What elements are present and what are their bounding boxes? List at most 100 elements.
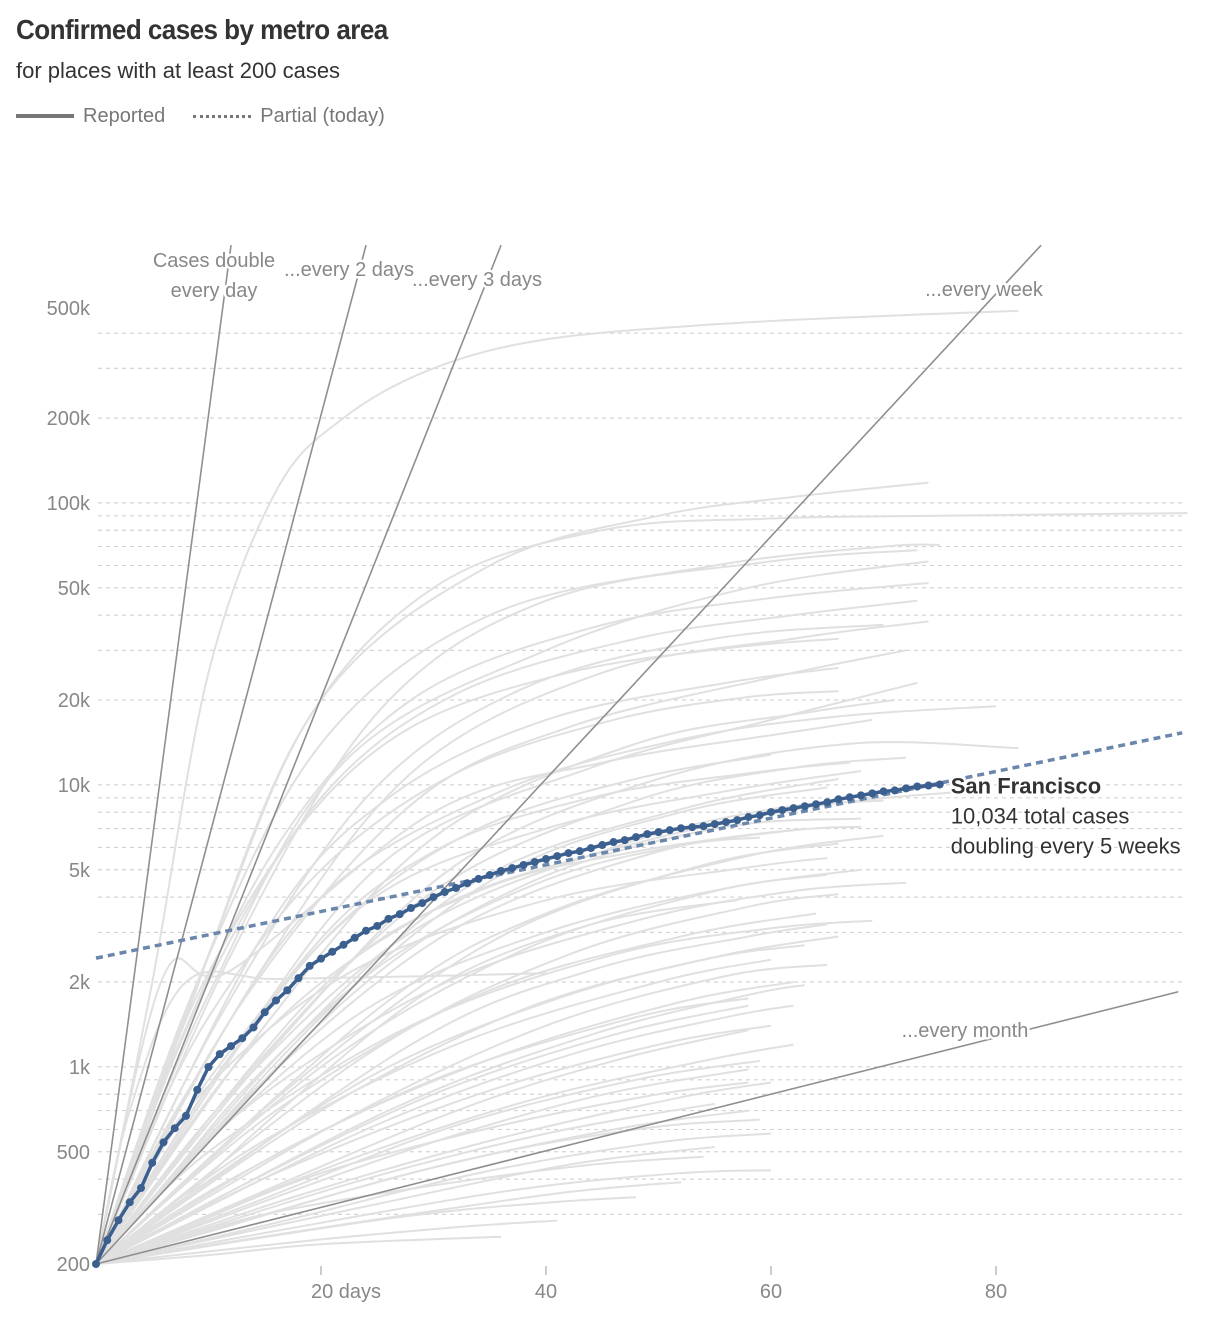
san-francisco-point xyxy=(530,857,539,866)
metro-line xyxy=(95,666,839,1265)
san-francisco-point xyxy=(418,899,427,908)
san-francisco-point xyxy=(609,838,618,847)
san-francisco-point xyxy=(137,1183,145,1192)
san-francisco-point xyxy=(868,789,877,798)
san-francisco-point xyxy=(519,860,528,869)
metro-line xyxy=(95,825,862,1265)
reference-label-every-day: every day xyxy=(171,280,258,302)
y-tick-label: 10k xyxy=(58,775,91,797)
y-tick-label: 500 xyxy=(57,1142,90,1164)
metro-line xyxy=(95,899,738,1265)
chart-title: Confirmed cases by metro area xyxy=(16,14,388,45)
san-francisco-point xyxy=(305,961,314,970)
san-francisco-point xyxy=(710,820,719,829)
san-francisco-point xyxy=(744,813,753,822)
san-francisco-point xyxy=(800,802,809,811)
san-francisco-point xyxy=(204,1063,213,1072)
san-francisco-point xyxy=(857,791,865,800)
metro-line xyxy=(95,958,772,1265)
san-francisco-point xyxy=(114,1216,123,1225)
san-francisco-line xyxy=(94,782,940,1265)
metro-line xyxy=(95,834,884,1265)
other-metro-lines xyxy=(95,309,1188,1265)
metro-line xyxy=(95,842,839,1265)
san-francisco-point xyxy=(170,1124,179,1133)
reference-line-every-3-days xyxy=(95,244,502,1265)
metro-line xyxy=(95,718,873,1265)
metro-line xyxy=(95,753,772,1265)
y-tick-label: 20k xyxy=(58,690,91,712)
reference-line-every-month xyxy=(95,991,1179,1265)
metro-line xyxy=(95,1004,749,1265)
metro-line xyxy=(95,560,929,1265)
san-francisco-point xyxy=(677,824,685,833)
legend: Reported Partial (today) xyxy=(16,102,385,130)
metro-line xyxy=(95,512,1188,1265)
legend-swatch-reported xyxy=(16,114,74,118)
metro-line xyxy=(95,1196,637,1265)
legend-swatch-partial xyxy=(193,114,252,118)
san-francisco-point xyxy=(272,996,280,1005)
san-francisco-point xyxy=(935,780,944,789)
san-francisco-point xyxy=(699,822,708,831)
san-francisco-point xyxy=(845,793,854,802)
san-francisco-point xyxy=(823,798,832,807)
san-francisco-point xyxy=(789,804,798,813)
san-francisco-point xyxy=(497,867,505,876)
san-francisco-point xyxy=(92,1260,100,1268)
san-francisco-point xyxy=(665,826,674,835)
metro-line xyxy=(95,1132,772,1265)
metro-line xyxy=(95,481,929,1265)
san-francisco-point xyxy=(328,947,337,956)
san-francisco-point xyxy=(564,849,573,858)
x-tick-label: 60 xyxy=(760,1281,782,1303)
san-francisco-point xyxy=(598,841,607,850)
san-francisco-point xyxy=(879,787,888,796)
metro-line xyxy=(95,1081,749,1265)
san-francisco-point xyxy=(632,833,640,842)
san-francisco-point xyxy=(778,806,787,815)
highlight-doubling: doubling every 5 weeks xyxy=(951,833,1181,858)
san-francisco-point xyxy=(902,784,910,793)
san-francisco-point xyxy=(463,879,472,888)
san-francisco-point xyxy=(215,1050,224,1059)
metro-line xyxy=(95,741,1019,1265)
san-francisco-point xyxy=(587,844,595,853)
san-francisco-point xyxy=(125,1198,134,1207)
partial-trend xyxy=(95,731,1183,960)
metro-line xyxy=(95,935,839,1265)
metro-line xyxy=(95,599,918,1265)
san-francisco-point xyxy=(283,986,292,995)
san-francisco-point xyxy=(767,808,775,817)
metro-line xyxy=(95,1169,772,1265)
metro-line xyxy=(95,1043,794,1265)
partial-trend-line xyxy=(95,731,1183,960)
metro-line xyxy=(95,1118,760,1265)
san-francisco-point xyxy=(485,871,494,880)
y-axis: 200 500 1k 2k 5k 10k 20k 50k 100k 200k 500k xyxy=(47,298,91,1276)
y-tick-label: 1k xyxy=(69,1057,91,1079)
san-francisco-point xyxy=(227,1042,235,1051)
metro-line xyxy=(95,1235,502,1265)
san-francisco-point xyxy=(193,1085,202,1094)
metro-line xyxy=(95,1146,715,1265)
metro-line xyxy=(95,970,547,1265)
highlight-total: 10,034 total cases xyxy=(951,803,1130,828)
metro-line xyxy=(95,1219,558,1265)
san-francisco-point xyxy=(317,954,325,963)
metro-line xyxy=(95,582,929,1265)
metro-line xyxy=(95,1102,715,1265)
legend-label-reported: Reported xyxy=(83,104,166,127)
reference-label-every-week: ...every week xyxy=(925,279,1044,301)
san-francisco-point xyxy=(373,921,382,930)
metro-line xyxy=(95,705,997,1265)
san-francisco-point xyxy=(812,800,820,809)
san-francisco-point xyxy=(238,1034,247,1043)
san-francisco-point xyxy=(643,830,652,839)
metro-line xyxy=(95,309,1019,1265)
metro-line xyxy=(95,1068,749,1265)
reference-line-every-week xyxy=(95,244,1042,1265)
metro-line xyxy=(95,868,862,1265)
metro-line xyxy=(95,997,749,1265)
